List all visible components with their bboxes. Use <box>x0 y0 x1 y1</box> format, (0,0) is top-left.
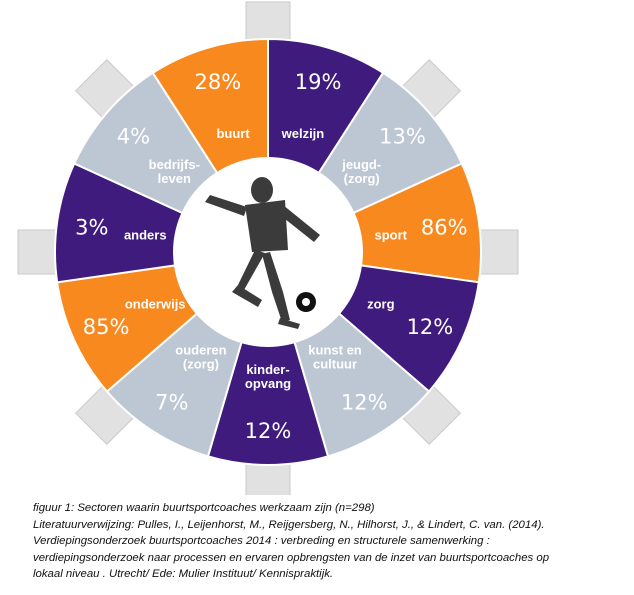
segment-label: kunst en cultuur <box>308 342 362 371</box>
segment-label: welzijn <box>281 126 325 141</box>
segment-label: sport <box>374 227 407 242</box>
segment-value: 13% <box>379 124 426 148</box>
caption-reference-3: verdiepingsonderzoek naar processen en e… <box>33 551 550 564</box>
rim-tab <box>245 461 291 495</box>
segment-label: buurt <box>216 126 250 141</box>
wheel-tabs <box>17 1 519 495</box>
segment-values: 19% 13% 86% 12% 12% 12% 7% 85% 3% 4% 28% <box>75 70 467 443</box>
segment-label: bedrijfs-leven <box>149 157 200 186</box>
caption-reference-4: lokaal niveau . Utrecht/ Ede: Mulier Ins… <box>33 568 334 581</box>
rim-tab <box>17 229 59 275</box>
segment-value: 28% <box>195 70 242 94</box>
caption-title: figuur 1: Sectoren waarin buurtsportcoac… <box>33 502 375 514</box>
segment-value: 12% <box>341 391 388 415</box>
segment-value: 4% <box>117 124 150 148</box>
segment-label: jeugd-(zorg) <box>341 157 381 186</box>
segment-value: 3% <box>75 216 108 240</box>
caption-reference-2: Verdiepingsonderzoek buurtsportcoaches 2… <box>33 535 490 548</box>
segment-value: 85% <box>83 315 130 339</box>
segment-value: 12% <box>245 419 292 443</box>
rim-tab <box>245 1 291 43</box>
segment-label: kinder-opvang <box>245 362 291 391</box>
segment-value: 7% <box>155 391 188 415</box>
segment-value: 12% <box>407 315 454 339</box>
caption-reference-1: Literatuurverwijzing: Pulles, I., Leijen… <box>33 518 545 531</box>
rim-tab <box>477 229 519 275</box>
segment-label: anders <box>124 227 167 242</box>
segment-label: onderwijs <box>125 297 186 312</box>
segment-label: zorg <box>367 297 395 312</box>
sector-wheel-chart: 19% 13% 86% 12% 12% 12% 7% 85% 3% 4% 28% welzijn je… <box>17 1 519 495</box>
segment-value: 19% <box>295 70 342 94</box>
football-player-illustration <box>205 177 320 329</box>
segment-value: 86% <box>421 216 468 240</box>
segment-labels: welzijn jeugd-(zorg) sport zorg kunst en cult… <box>124 126 408 391</box>
wheel-ring <box>54 37 482 466</box>
figure-caption: figuur 1: Sectoren waarin buurtsportcoac… <box>33 500 629 583</box>
segment-label: ouderen (zorg) <box>175 342 226 371</box>
